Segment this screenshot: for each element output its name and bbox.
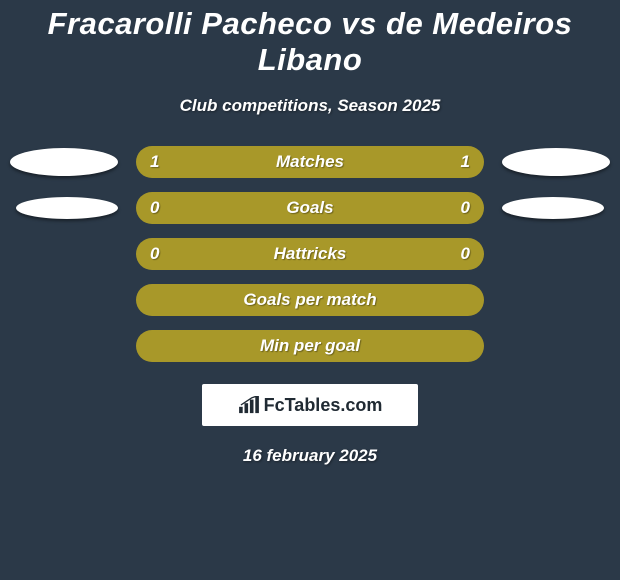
player-right-marker <box>502 148 610 176</box>
stat-left-value: 0 <box>150 198 159 218</box>
stat-left-value: 0 <box>150 244 159 264</box>
chart-icon <box>238 396 260 414</box>
comparison-card: Fracarolli Pacheco vs de Medeiros Libano… <box>0 0 620 466</box>
player-right-marker <box>502 197 604 219</box>
stat-row: 1 Matches 1 <box>6 146 614 178</box>
brand-text: FcTables.com <box>264 395 383 416</box>
stat-row: Goals per match <box>6 284 614 316</box>
stat-label: Hattricks <box>274 244 347 264</box>
stat-bar: 0 Goals 0 <box>136 192 484 224</box>
stat-row: 0 Hattricks 0 <box>6 238 614 270</box>
subtitle: Club competitions, Season 2025 <box>180 96 441 116</box>
stat-row: Min per goal <box>6 330 614 362</box>
stat-right-value: 1 <box>461 152 470 172</box>
stat-label: Min per goal <box>260 336 360 356</box>
stat-right-value: 0 <box>461 198 470 218</box>
stat-bar: Min per goal <box>136 330 484 362</box>
stats-list: 1 Matches 1 0 Goals 0 0 Hattricks 0 Goals per mat… <box>6 116 614 362</box>
stat-row: 0 Goals 0 <box>6 192 614 224</box>
stat-label: Goals <box>286 198 333 218</box>
player-left-marker <box>10 148 118 176</box>
brand-badge[interactable]: FcTables.com <box>202 384 418 426</box>
stat-bar: 1 Matches 1 <box>136 146 484 178</box>
stat-bar: Goals per match <box>136 284 484 316</box>
stat-bar: 0 Hattricks 0 <box>136 238 484 270</box>
stat-label: Matches <box>276 152 344 172</box>
stat-label: Goals per match <box>243 290 376 310</box>
page-title: Fracarolli Pacheco vs de Medeiros Libano <box>0 6 620 78</box>
stat-right-value: 0 <box>461 244 470 264</box>
date-text: 16 february 2025 <box>243 446 377 466</box>
stat-left-value: 1 <box>150 152 159 172</box>
player-left-marker <box>16 197 118 219</box>
